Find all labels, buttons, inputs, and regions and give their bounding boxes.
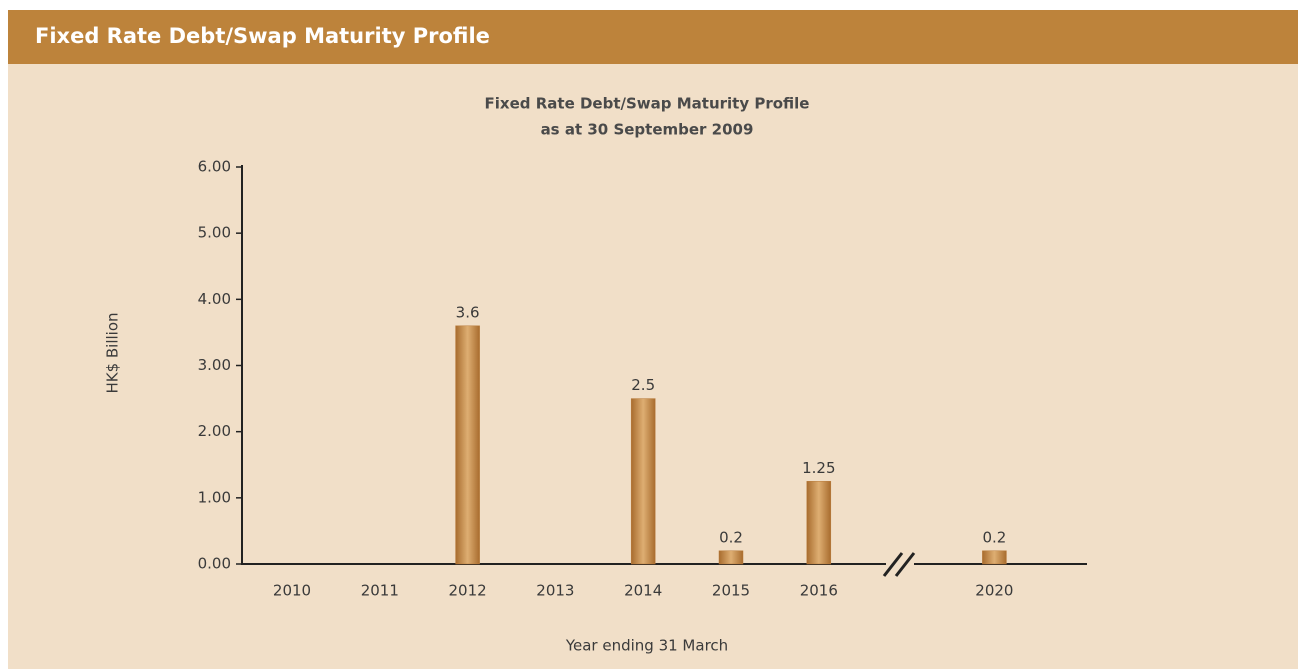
chart-title: Fixed Rate Debt/Swap Maturity Profile — [485, 95, 810, 113]
x-tick-label: 2011 — [361, 582, 399, 600]
x-tick-label: 2014 — [624, 582, 662, 600]
y-tick-label: 5.00 — [198, 224, 231, 242]
y-tick-label: 6.00 — [198, 158, 231, 176]
y-axis-label: HK$ Billion — [104, 312, 122, 393]
data-label: 3.6 — [456, 303, 480, 321]
bar — [630, 398, 656, 565]
data-label: 0.2 — [719, 528, 743, 546]
bar — [806, 481, 832, 565]
x-tick-label: 2012 — [449, 582, 487, 600]
chart-background — [8, 64, 1298, 669]
x-tick-label: 2010 — [273, 582, 311, 600]
data-label: 2.5 — [631, 376, 655, 394]
y-tick-label: 2.00 — [198, 422, 231, 440]
x-tick-label: 2020 — [975, 582, 1013, 600]
header-bar — [8, 10, 1298, 64]
bar — [718, 550, 744, 565]
bar — [455, 325, 480, 565]
axis-break — [882, 552, 916, 577]
y-tick-label: 1.00 — [198, 488, 231, 506]
y-tick-label: 0.00 — [198, 555, 231, 573]
bar — [982, 550, 1007, 565]
x-tick-label: 2016 — [800, 582, 838, 600]
y-tick-label: 4.00 — [198, 290, 231, 308]
x-tick-label: 2013 — [536, 582, 574, 600]
header-title: Fixed Rate Debt/Swap Maturity Profile — [35, 24, 490, 48]
chart-subtitle: as at 30 September 2009 — [541, 121, 754, 139]
data-label: 1.25 — [802, 459, 835, 477]
data-label: 0.2 — [982, 528, 1006, 546]
x-tick-label: 2015 — [712, 582, 750, 600]
x-axis-label: Year ending 31 March — [565, 637, 728, 655]
y-tick-label: 3.00 — [198, 356, 231, 374]
